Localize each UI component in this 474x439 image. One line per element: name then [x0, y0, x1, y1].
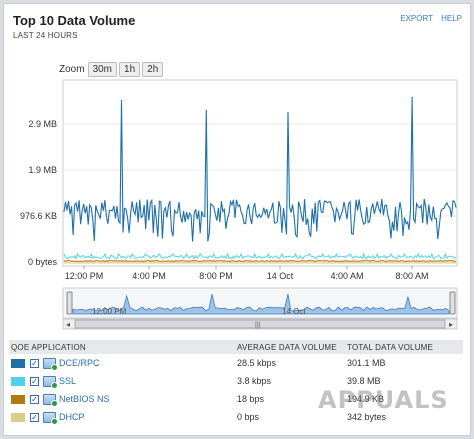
series-checkbox[interactable]: ✓ [30, 394, 39, 404]
series-color-swatch [11, 376, 25, 386]
header-total[interactable]: TOTAL DATA VOLUME [347, 342, 434, 352]
series-line-netbios [63, 259, 457, 263]
application-cell: ✓ SSL [9, 375, 237, 389]
application-icon [43, 375, 58, 389]
watermark-logo: APPUALS [318, 386, 449, 414]
series-color-swatch [11, 412, 25, 422]
application-icon [43, 393, 58, 407]
application-cell: ✓ DHCP [9, 411, 237, 425]
application-icon [43, 411, 58, 425]
application-cell: ✓ DCE/RPC [9, 357, 237, 371]
zoom-30m-button[interactable]: 30m [87, 62, 118, 77]
status-ok-icon [51, 381, 58, 389]
y-tick-label: 1.9 MB [28, 165, 57, 175]
data-volume-chart: 2.9 MB 1.9 MB 976.6 KB 0 bytes 12:00 PM 4:00… [20, 79, 458, 330]
series-checkbox[interactable]: ✓ [30, 412, 39, 422]
average-volume-cell: 0 bps [237, 412, 260, 422]
application-link[interactable]: NetBIOS NS [59, 394, 110, 404]
zoom-control: Zoom 30m 1h 2h [59, 62, 165, 77]
header-average[interactable]: AVERAGE DATA VOLUME [237, 342, 337, 352]
zoom-label: Zoom [59, 64, 85, 75]
table-row: ✓ NetBIOS NS 18 bps 194.9 KB [9, 390, 463, 408]
x-tick-label: 8:00 AM [395, 271, 428, 281]
header-application[interactable]: QOE APPLICATION [11, 342, 86, 352]
application-link[interactable]: DCE/RPC [59, 358, 100, 368]
navigator-label: 12:00 PM [92, 307, 127, 316]
series-layer [63, 96, 457, 264]
series-color-swatch [11, 394, 25, 404]
zoom-2h-button[interactable]: 2h [142, 62, 164, 77]
y-axis-ticks: 2.9 MB 1.9 MB 976.6 KB 0 bytes [20, 119, 58, 267]
total-volume-cell: 301.1 MB [347, 358, 386, 368]
table-row: ✓ DHCP 0 bps 342 bytes [9, 408, 463, 426]
x-tick-label: 4:00 PM [132, 271, 166, 281]
y-tick-label: 976.6 KB [20, 211, 57, 221]
status-ok-icon [51, 417, 58, 425]
scrollbar-thumb[interactable] [74, 319, 446, 329]
y-tick-label: 2.9 MB [28, 119, 57, 129]
navigator-left-handle[interactable] [66, 291, 73, 315]
table-header: QOE APPLICATION AVERAGE DATA VOLUME TOTA… [9, 340, 463, 354]
series-line-dcerpc [63, 96, 457, 242]
app-table: QOE APPLICATION AVERAGE DATA VOLUME TOTA… [9, 340, 463, 426]
y-tick-label: 0 bytes [28, 257, 58, 267]
application-link[interactable]: SSL [59, 376, 77, 386]
total-volume-cell: 342 bytes [347, 412, 387, 422]
total-volume-cell: 194.9 KB [347, 394, 385, 404]
total-volume-cell: 39.8 MB [347, 376, 381, 386]
application-cell: ✓ NetBIOS NS [9, 393, 237, 407]
average-volume-cell: 3.8 kbps [237, 376, 272, 386]
scrollbar-grip-icon: ||| [255, 322, 261, 329]
zoom-1h-button[interactable]: 1h [119, 62, 141, 77]
navigator-label: 14 Oct [282, 307, 306, 316]
widget-title: Top 10 Data Volume [13, 13, 136, 28]
navigator-right-handle[interactable] [449, 291, 456, 315]
x-tick-label: 4:00 AM [330, 271, 363, 281]
status-ok-icon [51, 399, 58, 407]
help-link[interactable]: HELP [441, 14, 462, 23]
widget-subtitle: LAST 24 HOURS [13, 31, 78, 40]
application-link[interactable]: DHCP [59, 412, 85, 422]
scroll-left-icon[interactable]: ◂ [66, 320, 70, 329]
x-axis-ticks: 12:00 PM 4:00 PM 8:00 PM 14 Oct 4:00 AM 8:00 … [65, 266, 429, 281]
export-link[interactable]: EXPORT [400, 14, 433, 23]
x-tick-label: 14 Oct [267, 271, 294, 281]
x-tick-label: 12:00 PM [65, 271, 104, 281]
scroll-right-icon[interactable]: ▸ [449, 320, 453, 329]
average-volume-cell: 28.5 kbps [237, 358, 277, 368]
navigator-labels: 12:00 PM 14 Oct [92, 307, 306, 316]
navigator-series [72, 293, 450, 315]
table-row: ✓ SSL 3.8 kbps 39.8 MB [9, 372, 463, 390]
series-line-ssl [63, 252, 457, 260]
average-volume-cell: 18 bps [237, 394, 265, 404]
series-checkbox[interactable]: ✓ [30, 358, 39, 368]
series-color-swatch [11, 358, 25, 368]
series-checkbox[interactable]: ✓ [30, 376, 39, 386]
x-tick-label: 8:00 PM [199, 271, 233, 281]
table-row: ✓ DCE/RPC 28.5 kbps 301.1 MB [9, 354, 463, 372]
application-icon [43, 357, 58, 371]
header-links: EXPORT HELP [394, 14, 462, 23]
status-ok-icon [51, 363, 58, 371]
